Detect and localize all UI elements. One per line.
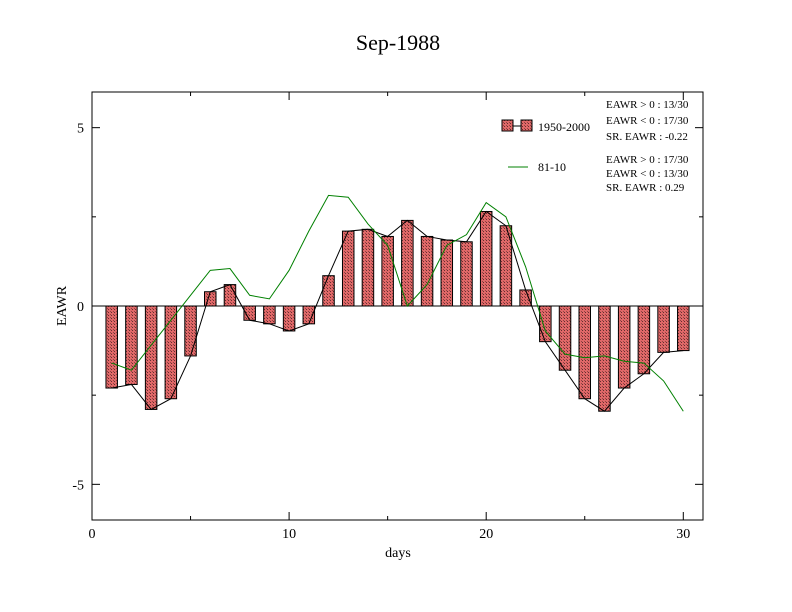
chart-title: Sep-1988 [356, 30, 440, 55]
y-axis-label: EAWR [55, 285, 70, 326]
bar-1950-2000 [223, 284, 237, 307]
legend-label: 1950-2000 [538, 120, 590, 134]
plot-area: 0 10 20 30 -5 0 5 1950-2000 EAWR > 0 : 13/30 EAWR… [72, 91, 704, 542]
bar-1950-2000 [440, 239, 454, 307]
bar-1950-2000 [558, 305, 572, 371]
bar-1950-2000 [420, 235, 434, 307]
bar-1950-2000 [105, 305, 118, 389]
x-tick-label: 0 [89, 527, 96, 542]
bar-1950-2000 [479, 210, 493, 307]
bar-1950-2000 [657, 305, 670, 353]
line-series-81-10 [111, 194, 684, 412]
x-tick-label: 10 [282, 527, 296, 542]
bar-1950-2000 [617, 305, 631, 389]
legend-stat: EAWR > 0 : 13/30 [606, 99, 689, 111]
x-tick-label: 30 [676, 527, 690, 542]
bar-1950-2000 [263, 305, 276, 325]
bar-1950-2000 [125, 305, 138, 385]
legend-stat: SR. EAWR : -0.22 [606, 131, 688, 143]
x-axis-label: days [385, 546, 411, 561]
bar-1950-2000 [361, 228, 375, 307]
legend-stat: EAWR < 0 : 13/30 [606, 168, 689, 180]
bar-tip-line [111, 210, 684, 412]
legend-swatch-bar [520, 119, 533, 132]
legend-stat: SR. EAWR : 0.29 [606, 182, 685, 194]
legend-stat: EAWR > 0 : 17/30 [606, 154, 689, 166]
legend-stat: EAWR < 0 : 17/30 [606, 115, 689, 127]
bar-1950-2000 [460, 241, 473, 307]
bar-1950-2000 [184, 305, 197, 357]
legend-label: 81-10 [538, 160, 566, 174]
x-tick-label: 20 [479, 527, 493, 542]
bar-1950-2000 [144, 305, 158, 410]
bar-1950-2000 [341, 230, 355, 307]
bar-1950-2000 [677, 305, 690, 352]
bar-1950-2000 [519, 289, 532, 307]
y-tick-label: 0 [77, 300, 84, 315]
bar-1950-2000 [322, 275, 335, 307]
legend-swatch-bar [501, 119, 514, 132]
bar-1950-2000 [598, 305, 611, 412]
y-tick-label: 5 [77, 122, 84, 137]
y-tick-label: -5 [72, 478, 84, 493]
bar-1950-2000 [578, 305, 591, 400]
bar-1950-2000 [282, 305, 296, 332]
legend: 1950-2000 EAWR > 0 : 13/30 EAWR < 0 : 17/3… [501, 99, 689, 194]
